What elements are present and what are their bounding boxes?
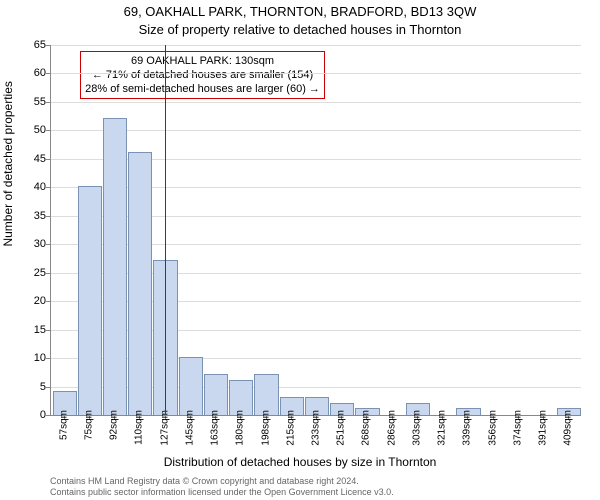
- title-address: 69, OAKHALL PARK, THORNTON, BRADFORD, BD…: [0, 4, 600, 19]
- y-tick-label: 40: [16, 181, 46, 193]
- x-tick-label: 391sqm: [538, 410, 549, 446]
- y-tick-mark: [46, 415, 51, 416]
- x-tick-label: 286sqm: [386, 410, 397, 446]
- x-tick-label: 268sqm: [361, 410, 372, 446]
- footer-note: Contains HM Land Registry data © Crown c…: [50, 476, 394, 498]
- footer-line1: Contains HM Land Registry data © Crown c…: [50, 476, 394, 487]
- x-tick-label: 215sqm: [285, 410, 296, 446]
- x-tick-label: 75sqm: [83, 410, 94, 440]
- y-tick-label: 45: [16, 153, 46, 165]
- plot-area: 69 OAKHALL PARK: 130sqm ← 71% of detache…: [50, 45, 581, 416]
- x-tick-label: 92sqm: [109, 410, 120, 440]
- y-tick-label: 30: [16, 238, 46, 250]
- x-tick-label: 145sqm: [184, 410, 195, 446]
- y-tick-mark: [46, 187, 51, 188]
- y-tick-label: 5: [16, 381, 46, 393]
- histogram-bar: [254, 374, 278, 415]
- y-tick-label: 60: [16, 67, 46, 79]
- x-tick-label: 198sqm: [260, 410, 271, 446]
- y-tick-mark: [46, 273, 51, 274]
- y-tick-mark: [46, 244, 51, 245]
- x-tick-label: 303sqm: [411, 410, 422, 446]
- x-tick-label: 180sqm: [235, 410, 246, 446]
- annotation-line2: ← 71% of detached houses are smaller (15…: [85, 68, 320, 82]
- footer-line2: Contains public sector information licen…: [50, 487, 394, 498]
- reference-line: [165, 45, 166, 415]
- y-tick-label: 15: [16, 324, 46, 336]
- y-tick-mark: [46, 301, 51, 302]
- grid-line: [51, 45, 581, 46]
- x-tick-label: 409sqm: [563, 410, 574, 446]
- y-tick-label: 20: [16, 295, 46, 307]
- y-tick-label: 55: [16, 96, 46, 108]
- x-tick-label: 339sqm: [462, 410, 473, 446]
- y-tick-label: 0: [16, 409, 46, 421]
- y-tick-mark: [46, 216, 51, 217]
- grid-line: [51, 102, 581, 103]
- x-tick-label: 233sqm: [311, 410, 322, 446]
- x-tick-label: 356sqm: [487, 410, 498, 446]
- y-tick-label: 65: [16, 39, 46, 51]
- x-tick-label: 374sqm: [512, 410, 523, 446]
- histogram-bar: [78, 186, 102, 415]
- x-tick-label: 57sqm: [58, 410, 69, 440]
- y-tick-mark: [46, 358, 51, 359]
- y-tick-mark: [46, 330, 51, 331]
- x-tick-label: 127sqm: [159, 410, 170, 446]
- histogram-bar: [204, 374, 228, 415]
- histogram-bar: [103, 118, 127, 415]
- y-tick-mark: [46, 45, 51, 46]
- x-tick-label: 110sqm: [134, 410, 145, 445]
- grid-line: [51, 130, 581, 131]
- y-tick-mark: [46, 159, 51, 160]
- histogram-bar: [179, 357, 203, 415]
- annotation-line3: 28% of semi-detached houses are larger (…: [85, 82, 320, 96]
- annotation-line1: 69 OAKHALL PARK: 130sqm: [85, 54, 320, 68]
- y-tick-mark: [46, 102, 51, 103]
- y-tick-mark: [46, 387, 51, 388]
- x-axis-label: Distribution of detached houses by size …: [0, 455, 600, 469]
- chart-container: 69, OAKHALL PARK, THORNTON, BRADFORD, BD…: [0, 0, 600, 500]
- y-tick-label: 50: [16, 124, 46, 136]
- y-tick-label: 25: [16, 267, 46, 279]
- annotation-box: 69 OAKHALL PARK: 130sqm ← 71% of detache…: [80, 51, 325, 100]
- grid-line: [51, 73, 581, 74]
- histogram-bar: [128, 152, 152, 415]
- y-tick-mark: [46, 130, 51, 131]
- y-axis-label: Number of detached properties: [1, 81, 15, 246]
- y-tick-mark: [46, 73, 51, 74]
- x-tick-label: 163sqm: [210, 410, 221, 446]
- title-subtitle: Size of property relative to detached ho…: [0, 22, 600, 37]
- y-tick-label: 35: [16, 210, 46, 222]
- y-tick-label: 10: [16, 352, 46, 364]
- x-tick-label: 321sqm: [437, 410, 448, 446]
- x-tick-label: 251sqm: [336, 410, 347, 446]
